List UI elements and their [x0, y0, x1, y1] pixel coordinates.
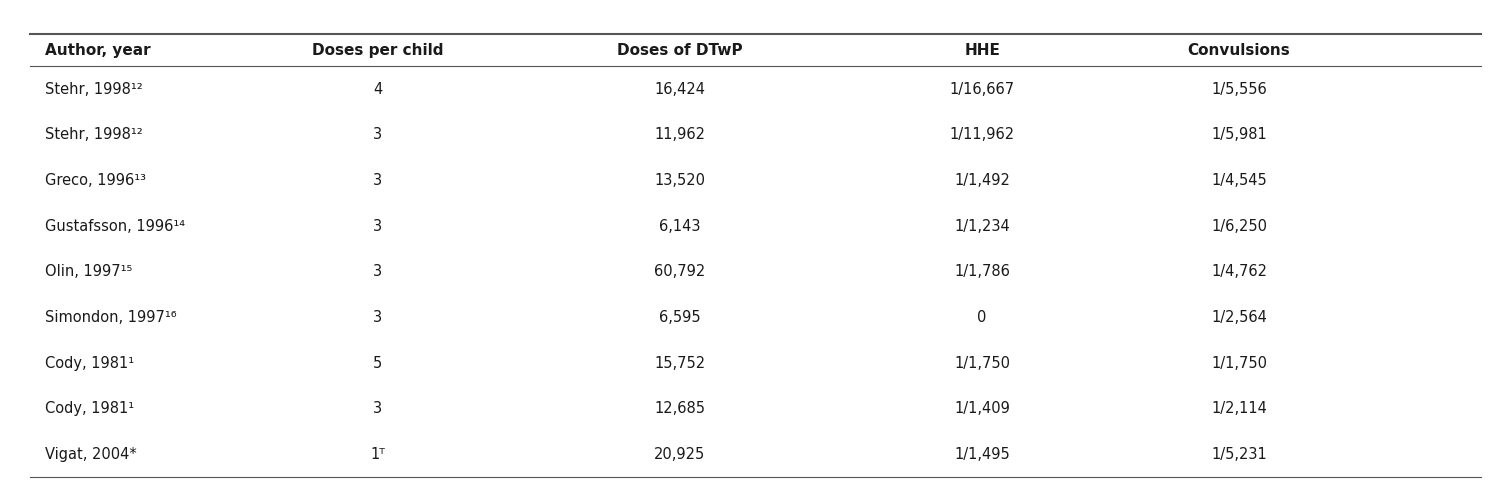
Text: 1/1,495: 1/1,495 — [955, 447, 1009, 462]
Text: 1/1,750: 1/1,750 — [953, 356, 1011, 370]
Text: 13,520: 13,520 — [654, 173, 706, 188]
Text: 4: 4 — [373, 82, 382, 97]
Text: 1/2,564: 1/2,564 — [1212, 310, 1266, 325]
Text: 1/2,114: 1/2,114 — [1212, 401, 1266, 416]
Text: 3: 3 — [373, 173, 382, 188]
Text: 60,792: 60,792 — [654, 264, 706, 279]
Text: 1/1,409: 1/1,409 — [955, 401, 1009, 416]
Text: 3: 3 — [373, 310, 382, 325]
Text: 3: 3 — [373, 218, 382, 234]
Text: 3: 3 — [373, 264, 382, 279]
Text: 16,424: 16,424 — [654, 82, 706, 97]
Text: Convulsions: Convulsions — [1188, 43, 1290, 58]
Text: 0: 0 — [978, 310, 987, 325]
Text: Stehr, 1998¹²: Stehr, 1998¹² — [45, 127, 144, 142]
Text: 1/6,250: 1/6,250 — [1210, 218, 1268, 234]
Text: HHE: HHE — [964, 43, 1000, 58]
Text: Stehr, 1998¹²: Stehr, 1998¹² — [45, 82, 144, 97]
Text: 1/11,962: 1/11,962 — [949, 127, 1015, 142]
Text: Doses per child: Doses per child — [311, 43, 444, 58]
Text: 1/5,231: 1/5,231 — [1212, 447, 1266, 462]
Text: 3: 3 — [373, 401, 382, 416]
Text: 3: 3 — [373, 127, 382, 142]
Text: 1/16,667: 1/16,667 — [949, 82, 1015, 97]
Text: 1/1,234: 1/1,234 — [955, 218, 1009, 234]
Text: Cody, 1981¹: Cody, 1981¹ — [45, 401, 134, 416]
Text: Vigat, 2004*: Vigat, 2004* — [45, 447, 138, 462]
Text: 1/1,750: 1/1,750 — [1210, 356, 1268, 370]
Text: 20,925: 20,925 — [654, 447, 706, 462]
Text: 1/1,492: 1/1,492 — [955, 173, 1009, 188]
Text: Greco, 1996¹³: Greco, 1996¹³ — [45, 173, 147, 188]
Text: 6,143: 6,143 — [659, 218, 701, 234]
Text: 1ᵀ: 1ᵀ — [370, 447, 385, 462]
Text: 1/4,762: 1/4,762 — [1210, 264, 1268, 279]
Text: 1/5,981: 1/5,981 — [1212, 127, 1266, 142]
Text: 5: 5 — [373, 356, 382, 370]
Text: Doses of DTwP: Doses of DTwP — [616, 43, 743, 58]
Text: 1/5,556: 1/5,556 — [1212, 82, 1266, 97]
Text: Author, year: Author, year — [45, 43, 151, 58]
Text: Olin, 1997¹⁵: Olin, 1997¹⁵ — [45, 264, 133, 279]
Text: 11,962: 11,962 — [654, 127, 706, 142]
Text: Gustafsson, 1996¹⁴: Gustafsson, 1996¹⁴ — [45, 218, 186, 234]
Text: 1/1,786: 1/1,786 — [955, 264, 1009, 279]
Text: Cody, 1981¹: Cody, 1981¹ — [45, 356, 134, 370]
Text: 6,595: 6,595 — [659, 310, 701, 325]
Text: 1/4,545: 1/4,545 — [1212, 173, 1266, 188]
Text: 15,752: 15,752 — [654, 356, 706, 370]
Text: Simondon, 1997¹⁶: Simondon, 1997¹⁶ — [45, 310, 177, 325]
Text: 12,685: 12,685 — [654, 401, 706, 416]
